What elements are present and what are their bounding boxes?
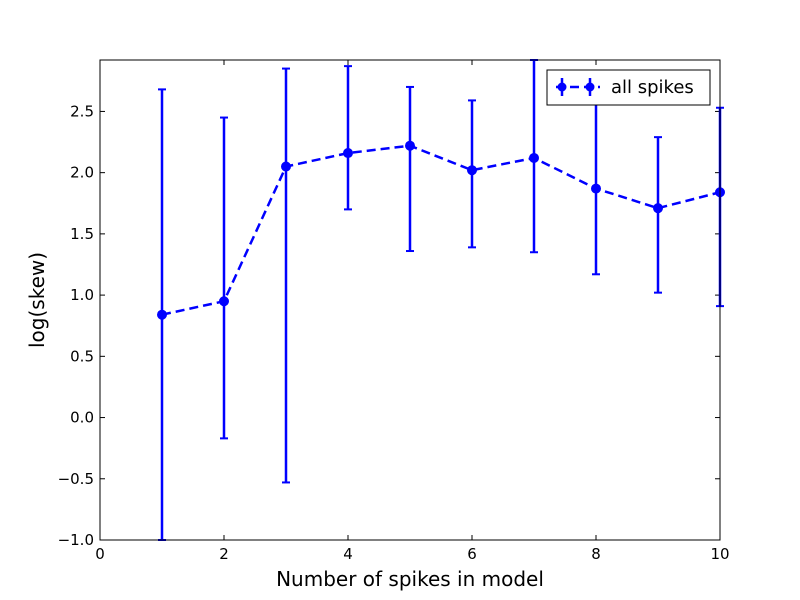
y-tick-label: 0.0 — [70, 409, 94, 427]
data-point — [219, 296, 229, 307]
plot-frame — [99, 59, 721, 541]
legend: all spikes — [546, 69, 711, 106]
y-tick-label: 1.0 — [70, 286, 94, 304]
legend-entry-all-spikes: all spikes — [611, 77, 694, 98]
y-tick-label: 2.0 — [70, 164, 94, 182]
x-tick-label: 10 — [710, 545, 729, 563]
y-tick-label: 0.5 — [70, 347, 94, 365]
data-point — [653, 203, 663, 214]
data-point — [405, 140, 415, 151]
y-tick-label: 1.5 — [70, 225, 94, 243]
y-tick-label: 2.5 — [70, 102, 94, 120]
data-point — [529, 152, 539, 163]
legend-marker — [557, 82, 567, 92]
axis-tick-labels: 0 2 4 6 8 10 −1.0 −0.5 0.0 0.5 1.0 1.5 2.0 2.5 — [58, 102, 730, 563]
legend-handle — [556, 78, 600, 96]
data-point — [343, 148, 353, 159]
series-line-all-spikes — [161, 144, 721, 316]
data-point — [157, 309, 167, 320]
x-tick-label: 6 — [467, 545, 477, 563]
y-tick-label: −1.0 — [58, 531, 94, 549]
x-tick-label: 0 — [95, 545, 105, 563]
x-axis-label: Number of spikes in model — [276, 567, 544, 591]
x-tick-label: 4 — [343, 545, 353, 563]
data-point — [591, 183, 601, 194]
series-markers — [157, 140, 725, 320]
y-tick-label: −0.5 — [58, 470, 94, 488]
x-tick-label: 2 — [219, 545, 229, 563]
y-axis-label: log(skew) — [25, 252, 49, 348]
data-point — [467, 165, 477, 176]
data-point — [281, 161, 291, 172]
legend-marker — [585, 82, 595, 92]
x-tick-label: 8 — [591, 545, 601, 563]
